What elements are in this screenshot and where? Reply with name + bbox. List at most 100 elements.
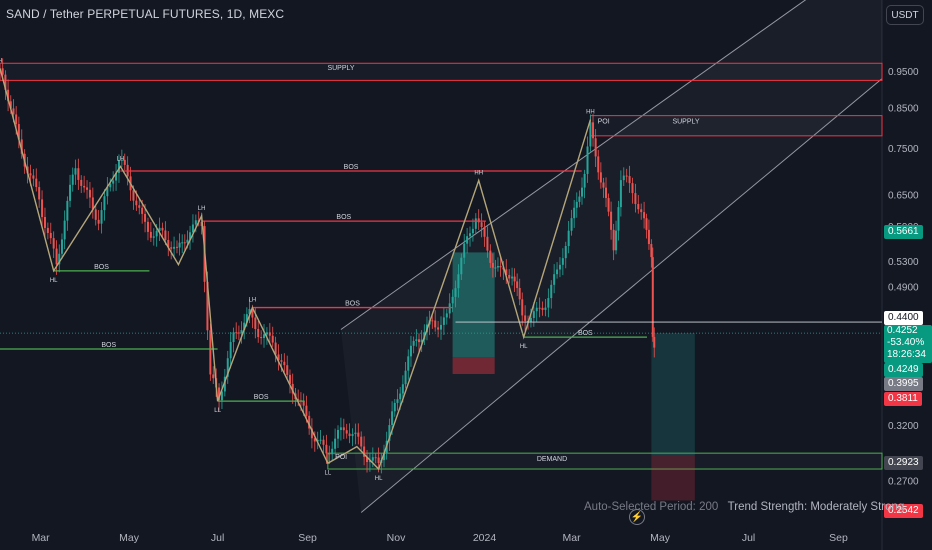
candle-body	[268, 332, 271, 336]
candle-body	[319, 439, 322, 441]
candle-body	[631, 183, 634, 194]
candle-body	[354, 432, 357, 435]
x-tick-label: Mar	[563, 532, 582, 544]
candle-body	[38, 187, 41, 200]
y-tick-label: 0.4900	[888, 283, 919, 294]
period-label: Auto-Selected Period: 200	[584, 501, 719, 513]
candle-body	[144, 213, 147, 222]
channel-upper-line	[340, 0, 807, 330]
candle-body	[158, 227, 161, 231]
candle-body	[237, 332, 240, 334]
candle-body	[4, 74, 7, 90]
candle-body	[602, 182, 605, 188]
candle-body	[183, 242, 186, 244]
candle-body	[448, 303, 451, 314]
candle-body	[63, 220, 66, 240]
candle-body	[123, 159, 126, 165]
supply-zone	[589, 115, 883, 137]
candle-body	[417, 339, 420, 343]
candle-body	[388, 425, 391, 441]
candle-body	[9, 101, 12, 109]
candle-body	[334, 438, 337, 449]
candle-body	[634, 193, 637, 205]
candle-body	[132, 190, 135, 201]
candle-body	[605, 187, 608, 199]
candle-body	[178, 242, 181, 248]
candle-body	[181, 242, 184, 244]
candle-body	[494, 267, 497, 269]
price-tag-0.3995: 0.3995	[884, 377, 923, 391]
candle-body	[206, 281, 209, 331]
current-price-change: -53.40%	[887, 337, 925, 348]
candle-body	[280, 360, 283, 362]
candle-body	[445, 313, 448, 318]
candle-body	[254, 317, 257, 329]
candle-body	[612, 229, 615, 251]
candle-body	[650, 244, 653, 258]
candle-body	[368, 460, 371, 463]
candle-body	[245, 314, 248, 323]
poi-label: POI	[335, 454, 347, 461]
candle-body	[17, 124, 20, 140]
candle-body	[265, 332, 268, 335]
candle-body	[486, 236, 489, 251]
candle-body	[532, 311, 535, 319]
position-target-box	[651, 333, 695, 456]
candle-body	[640, 209, 643, 213]
candle-body	[186, 239, 189, 243]
candle-body	[401, 384, 404, 394]
candle-body	[505, 269, 508, 275]
candle-body	[115, 172, 118, 181]
bolt-icon[interactable]: ⚡	[629, 509, 645, 525]
swing-label: HL	[375, 476, 383, 482]
candle-body	[49, 232, 52, 239]
demand-zone	[327, 452, 883, 470]
candle-body	[43, 217, 46, 228]
candle-body	[103, 196, 106, 211]
candle-body	[489, 250, 492, 263]
candle-body	[437, 327, 440, 330]
candle-body	[345, 430, 348, 434]
y-tick-label: 0.6500	[888, 191, 919, 202]
candle-body	[120, 159, 123, 161]
candle-body	[396, 399, 399, 403]
x-tick-label: May	[119, 532, 140, 544]
candle-body	[518, 287, 521, 300]
candle-body	[109, 183, 112, 188]
candle-body	[112, 180, 115, 184]
candle-body	[564, 246, 567, 259]
currency-button[interactable]: USDT	[886, 5, 924, 25]
swing-label: HH	[586, 110, 595, 116]
candle-body	[645, 218, 648, 230]
candle-body	[415, 339, 418, 341]
candle-body	[69, 184, 72, 201]
candle-body	[553, 274, 556, 285]
current-price-value: 0.4252	[887, 325, 918, 336]
candle-body	[15, 114, 18, 125]
candle-body	[383, 453, 386, 461]
candle-body	[420, 339, 423, 343]
candle-body	[74, 168, 77, 175]
candle-body	[167, 239, 170, 248]
candle-body	[58, 253, 61, 265]
candle-body	[271, 335, 274, 343]
candle-body	[544, 307, 547, 310]
candle-body	[218, 387, 221, 401]
bos-label: BOS	[578, 330, 593, 337]
candle-body	[442, 317, 445, 325]
candle-body	[52, 238, 55, 249]
y-tick-label: 0.3200	[888, 421, 919, 432]
candle-body	[229, 342, 232, 359]
candle-body	[152, 236, 155, 238]
swing-label: HL	[520, 344, 528, 350]
candle-body	[71, 174, 74, 185]
candle-body	[599, 172, 602, 183]
candle-body	[570, 218, 573, 231]
price-tag-0.3811: 0.3811	[884, 392, 922, 406]
swing-label: H	[0, 58, 2, 64]
candle-body	[7, 89, 10, 102]
x-tick-label: Jul	[742, 532, 755, 544]
candle-body	[412, 340, 415, 346]
candle-body	[607, 198, 610, 212]
